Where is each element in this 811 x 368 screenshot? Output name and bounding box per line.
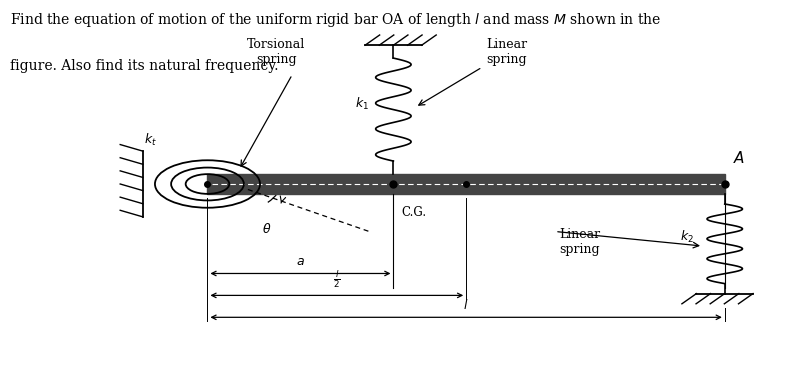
Text: $l$: $l$	[463, 298, 469, 312]
Text: figure. Also find its natural frequency.: figure. Also find its natural frequency.	[10, 59, 278, 73]
Text: C.G.: C.G.	[401, 206, 427, 219]
Text: Linear
spring: Linear spring	[487, 38, 527, 66]
Bar	[208, 174, 725, 194]
Text: $A$: $A$	[733, 151, 745, 166]
Text: $k_2$: $k_2$	[680, 229, 694, 245]
Text: $k_1$: $k_1$	[355, 96, 369, 112]
Text: $\theta$: $\theta$	[262, 222, 271, 236]
Text: $k_t$: $k_t$	[144, 132, 157, 148]
Text: Torsional
spring: Torsional spring	[247, 38, 305, 66]
Text: Linear
spring: Linear spring	[559, 228, 600, 256]
Text: $a$: $a$	[296, 255, 305, 268]
Text: Find the equation of motion of the uniform rigid bar OA of length $l$ and mass $: Find the equation of motion of the unifo…	[10, 11, 661, 29]
Text: $\frac{l}{2}$: $\frac{l}{2}$	[333, 269, 341, 290]
